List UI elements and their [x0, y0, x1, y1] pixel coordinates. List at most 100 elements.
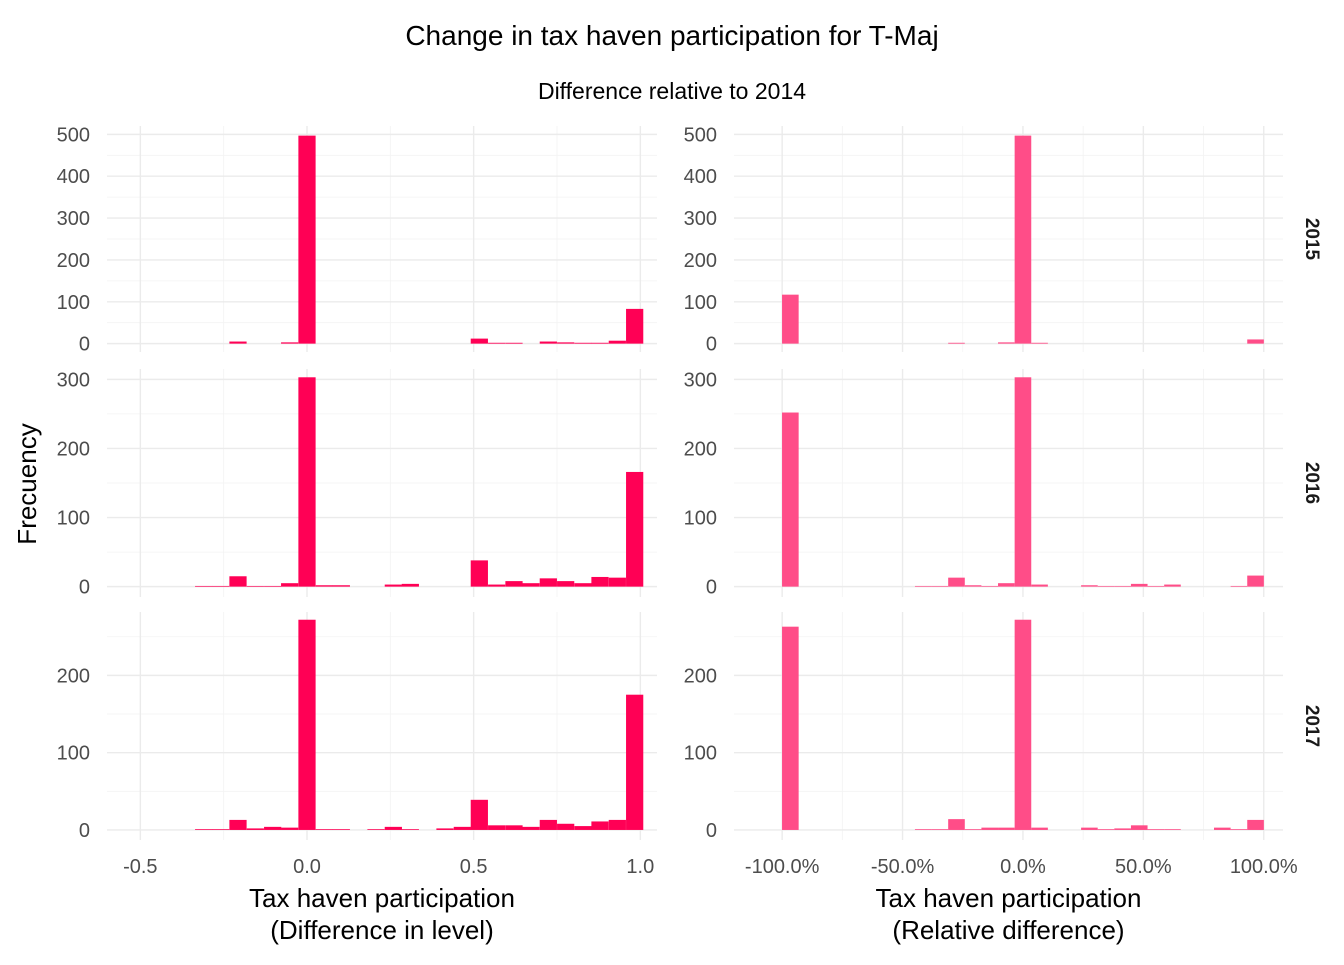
y-tick-label: 100	[684, 743, 717, 765]
histogram-bar	[229, 341, 247, 344]
y-tick-label: 0	[706, 577, 717, 599]
histogram-bar	[1097, 829, 1115, 830]
y-tick-label: 200	[57, 250, 90, 272]
y-tick-label: 300	[684, 369, 717, 391]
x-tick-label: -0.5	[123, 856, 157, 878]
y-tick-label: 200	[57, 438, 90, 460]
histogram-bar	[281, 583, 299, 587]
histogram-bar	[281, 827, 299, 830]
y-tick-label: 100	[57, 292, 90, 314]
histogram-bar	[591, 576, 609, 587]
histogram-bar	[401, 829, 419, 830]
histogram-bar	[195, 829, 213, 830]
histogram-bar	[539, 341, 557, 344]
histogram-bar	[470, 338, 488, 344]
histogram-bar	[782, 412, 799, 587]
y-tick-label: 200	[57, 665, 90, 687]
x-axis-label-line2: (Difference in level)	[270, 915, 494, 945]
panel-2015-relative: 0 100 200 300 400 500 2015	[684, 124, 1322, 355]
histogram-bar	[1247, 575, 1264, 587]
x-axis-label-line1: Tax haven participation	[249, 883, 515, 913]
facet-strip-label: 2017	[1301, 705, 1322, 747]
x-tick-label: 1.0	[626, 856, 654, 878]
histogram-bar	[212, 829, 230, 830]
histogram-bar	[1130, 583, 1148, 587]
panel-2016-level: 0 100 200 300	[57, 369, 657, 599]
histogram-bar	[246, 828, 264, 830]
y-tick-label: 200	[684, 438, 717, 460]
histogram-bar	[1014, 377, 1032, 587]
histogram-bar	[505, 581, 523, 587]
histogram-bar	[332, 829, 350, 830]
x-tick-label: 0.0	[293, 856, 321, 878]
histogram-bar	[948, 342, 965, 344]
histogram-bar	[488, 825, 506, 830]
panel-2017-level: 0 100 200	[57, 612, 657, 842]
chart-subtitle: Difference relative to 2014	[538, 78, 806, 104]
histogram-bar	[1081, 827, 1098, 830]
histogram-bar	[195, 585, 213, 587]
x-axis-label-line2: (Relative difference)	[892, 915, 1124, 945]
histogram-bar	[505, 342, 523, 344]
histogram-bar	[964, 585, 982, 587]
y-tick-label: 0	[706, 820, 717, 842]
histogram-bar	[332, 585, 350, 587]
histogram-bar	[453, 826, 471, 830]
y-tick-label: 300	[57, 369, 90, 391]
y-tick-label: 0	[79, 820, 90, 842]
histogram-bar	[1147, 829, 1165, 830]
histogram-bar	[264, 826, 282, 830]
histogram-bar	[229, 576, 247, 587]
histogram-bar	[436, 828, 454, 830]
histogram-bar	[522, 826, 540, 830]
histogram-bar	[1114, 828, 1131, 830]
histogram-bar	[1097, 585, 1115, 587]
histogram-bar	[539, 819, 557, 830]
y-tick-label: 0	[79, 577, 90, 599]
histogram-bar	[948, 577, 965, 587]
y-tick-label: 500	[57, 124, 90, 146]
histogram-bar	[522, 583, 540, 587]
histogram-bar	[981, 585, 999, 587]
histogram-bar	[782, 294, 799, 344]
histogram-bar	[998, 827, 1015, 830]
y-tick-label: 100	[57, 743, 90, 765]
panel-2017-relative: 0 100 200 2017	[684, 612, 1322, 842]
facet-strip-label: 2016	[1301, 462, 1322, 504]
histogram-bar	[367, 829, 385, 830]
histogram-bar	[298, 377, 316, 587]
y-tick-label: 100	[684, 508, 717, 530]
histogram-bar	[782, 626, 799, 830]
histogram-bar	[384, 584, 402, 587]
histogram-bar	[931, 829, 949, 830]
histogram-bar	[931, 585, 949, 587]
facet-strip-label: 2015	[1301, 218, 1322, 261]
histogram-bar	[470, 799, 488, 830]
histogram-bar	[229, 819, 247, 830]
y-tick-label: 300	[684, 208, 717, 230]
panel-2015-level: 0 100 200 300 400 500	[57, 124, 657, 356]
histogram-bar	[626, 308, 644, 344]
y-tick-label: 500	[684, 124, 717, 146]
histogram-bar	[557, 342, 575, 344]
histogram-bar	[998, 583, 1015, 587]
y-tick-label: 200	[684, 665, 717, 687]
histogram-bar	[1164, 829, 1181, 830]
x-tick-label: 0.0%	[1000, 856, 1046, 878]
histogram-bar	[1214, 827, 1231, 830]
histogram-bar	[1031, 584, 1048, 587]
histogram-bar	[1130, 825, 1148, 830]
histogram-bar	[1031, 827, 1048, 830]
y-axis-label: Frecuency	[12, 423, 42, 544]
histogram-bar	[281, 342, 299, 344]
y-tick-label: 400	[684, 166, 717, 188]
histogram-bar	[212, 585, 230, 587]
histogram-bar	[1164, 584, 1181, 587]
y-tick-label: 0	[79, 334, 90, 356]
histogram-bar	[574, 826, 592, 830]
histogram-bar	[1247, 339, 1264, 344]
x-tick-label: 50.0%	[1115, 856, 1172, 878]
histogram-bar	[315, 585, 333, 587]
